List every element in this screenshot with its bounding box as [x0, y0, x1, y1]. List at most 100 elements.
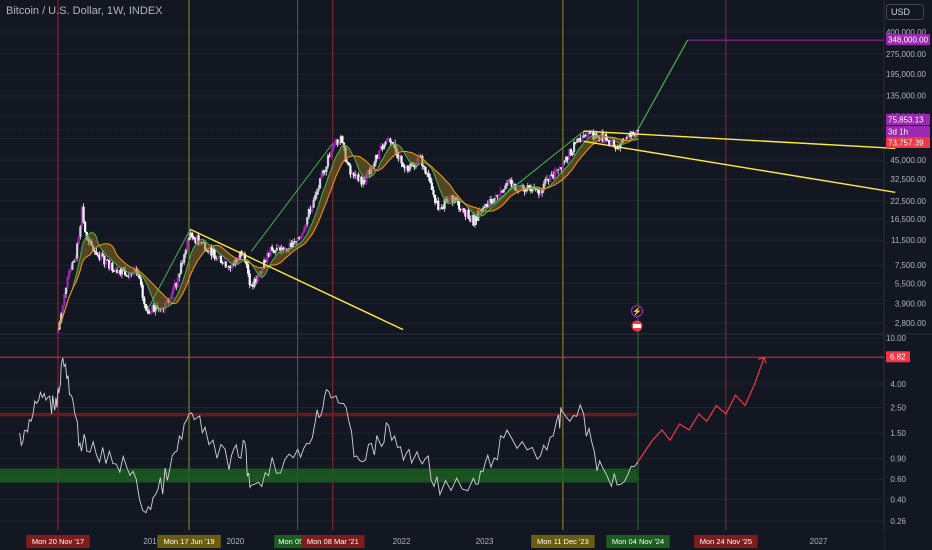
candle-body: [322, 170, 325, 174]
green-zone: [0, 468, 637, 483]
candle-body: [616, 146, 619, 149]
candle-body: [63, 294, 66, 306]
candle-body: [588, 131, 592, 134]
candle-body: [176, 277, 179, 288]
candle-body: [382, 144, 386, 150]
candle-body: [376, 154, 379, 160]
date-highlight-label: Mon 08 Mar '21: [307, 537, 359, 546]
candle-body: [461, 208, 464, 210]
candle-body: [82, 206, 85, 222]
candle-body: [325, 166, 328, 173]
candle-body: [402, 163, 405, 167]
candle-body: [302, 229, 306, 233]
candle-body: [116, 269, 119, 274]
candle-body: [100, 253, 103, 260]
candle-body: [275, 247, 278, 251]
candle-body: [507, 179, 510, 184]
candle-body: [239, 251, 242, 259]
candle-body: [293, 241, 296, 243]
candle-body: [614, 146, 617, 149]
candle-body: [139, 278, 143, 285]
candle-body: [336, 139, 339, 146]
candle-body: [323, 170, 326, 173]
candle-body: [531, 187, 534, 192]
candle-body: [441, 207, 445, 209]
price-label: 73,757.39: [888, 139, 924, 148]
candle-body: [398, 155, 402, 159]
price-label-box: [886, 126, 930, 137]
candle-body: [216, 258, 219, 260]
candle-body: [267, 253, 271, 257]
candle-body: [529, 187, 533, 192]
price-tick-label: 195,000.00: [886, 70, 927, 79]
candle-body: [178, 273, 181, 278]
candle-body: [95, 251, 98, 255]
candle-body: [502, 189, 505, 193]
candle-body: [360, 176, 363, 185]
candle-body: [226, 266, 229, 268]
candle-body: [550, 174, 553, 176]
price-tick-label: 5,500.00: [895, 279, 927, 288]
candle-body: [247, 264, 250, 274]
candle-body: [381, 145, 384, 150]
price-tick-label: 275,000.00: [886, 50, 927, 59]
candle-body: [104, 259, 108, 265]
candle-body: [151, 304, 154, 313]
date-highlight-label: Mon 17 Jun '19: [163, 537, 214, 546]
candle-body: [547, 179, 550, 182]
price-tick-label: 22,500.00: [890, 197, 926, 206]
ma-ribbon: [58, 134, 638, 330]
candle-body: [101, 253, 104, 256]
candle-body: [636, 130, 640, 132]
price-tick-label: 7,500.00: [895, 261, 927, 270]
candle-body: [60, 313, 63, 323]
candle-body: [154, 305, 157, 312]
candle-body: [494, 195, 497, 199]
date-highlight-box: [694, 535, 758, 548]
candle-body: [568, 149, 571, 160]
candle-body: [470, 214, 473, 222]
candle-body: [317, 188, 320, 192]
candle-body: [183, 254, 186, 263]
candle-body: [334, 139, 338, 144]
candle-body: [131, 273, 135, 275]
indicator-tick-label: 0.60: [890, 475, 906, 484]
candle-body: [108, 259, 111, 269]
candle-body: [192, 236, 195, 239]
candle-body: [346, 161, 349, 163]
candle-body: [539, 192, 542, 195]
candle-body: [611, 139, 614, 143]
candle-body: [312, 199, 315, 208]
trendline: [583, 140, 896, 193]
candle-body: [71, 262, 74, 270]
candle-body: [443, 198, 446, 209]
candle-body: [563, 161, 566, 163]
candle-body: [96, 254, 100, 256]
candle-body: [72, 260, 76, 263]
candle-body: [255, 278, 258, 282]
candle-body: [207, 251, 210, 253]
price-tick-label: 2,800.00: [895, 319, 927, 328]
candle-body: [173, 282, 176, 289]
price-label-box: [886, 137, 930, 148]
candle-body: [274, 250, 277, 253]
candle-body: [632, 132, 635, 134]
candle-body: [84, 221, 87, 233]
date-highlight-label: Mon 05 Oct: [278, 537, 318, 546]
candle-body: [76, 243, 79, 259]
candle-body: [109, 262, 112, 269]
candle-body: [152, 304, 155, 312]
currency-button[interactable]: USD: [886, 4, 924, 20]
candle-body: [534, 188, 537, 190]
candle-body: [525, 189, 528, 192]
date-highlight-label: Mon 20 Nov '17: [32, 537, 84, 546]
price-tick-label: 45,000.00: [890, 156, 926, 165]
candle-body: [488, 199, 491, 207]
candle-body: [509, 179, 512, 181]
candle-body: [355, 174, 358, 177]
price-tick-label: 3,900.00: [895, 300, 927, 309]
candle-body: [429, 176, 432, 183]
candle-body: [189, 232, 192, 238]
candle-body: [587, 131, 590, 137]
